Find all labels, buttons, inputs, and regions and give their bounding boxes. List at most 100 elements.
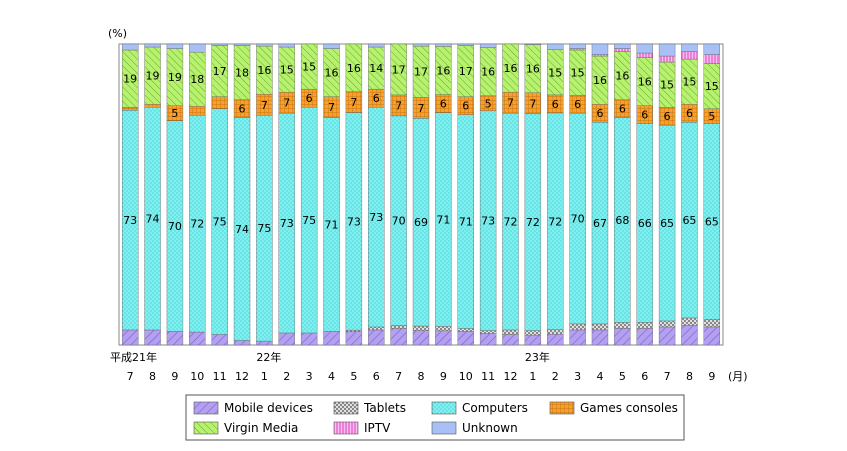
data-label-virgin-media-3: 18: [190, 73, 204, 86]
bar-virgin-media-12: [390, 43, 407, 96]
bar-mobile-devices-2: [166, 331, 184, 346]
x-tick-label-9: 4: [328, 370, 335, 383]
data-label-computers-7: 73: [280, 217, 294, 230]
bar-iptv-21: [591, 54, 609, 57]
x-tick-label-17: 12: [503, 370, 517, 383]
data-label-virgin-media-11: 14: [369, 62, 383, 75]
bar-tablets-11: [368, 326, 385, 331]
data-label-computers-8: 75: [302, 214, 316, 227]
legend-swatch-games-consoles: [549, 401, 575, 415]
x-tick-label-4: 11: [213, 370, 227, 383]
data-label-computers-20: 70: [571, 213, 585, 226]
data-label-virgin-media-23: 16: [638, 76, 652, 89]
data-label-games-consoles-21: 6: [596, 107, 603, 120]
data-label-computers-12: 70: [392, 215, 406, 228]
bar-unknown-15: [457, 43, 474, 46]
bar-mobile-devices-10: [345, 331, 363, 346]
bar-unknown-14: [435, 43, 452, 47]
bar-mobile-devices-3: [189, 331, 206, 346]
data-label-virgin-media-8: 15: [302, 61, 316, 74]
bar-virgin-media-10: [345, 43, 363, 92]
bar-tablets-19: [547, 329, 564, 335]
bar-mobile-devices-11: [368, 329, 385, 346]
data-label-computers-10: 73: [347, 215, 361, 228]
bar-tablets-12: [390, 325, 407, 329]
x-tick-label-19: 2: [552, 370, 559, 383]
data-label-virgin-media-17: 16: [503, 62, 517, 75]
legend-label-tablets: Tablets: [363, 401, 406, 415]
data-label-computers-0: 73: [123, 214, 137, 227]
data-label-computers-9: 71: [325, 219, 339, 232]
axis-layer: (%)7 8 9 10 11 12 1 2 3 4 5 6 7 8 9 10 11 12 1 2 3 4 5 6 7 8 9 (月)平…: [108, 27, 748, 383]
data-label-computers-13: 69: [414, 216, 428, 229]
bar-iptv-23: [636, 52, 653, 58]
bar-tablets-10: [345, 329, 363, 332]
data-label-computers-25: 65: [682, 214, 696, 227]
bar-unknown-19: [547, 43, 564, 50]
data-label-computers-21: 67: [593, 217, 607, 230]
data-label-games-consoles-14: 6: [440, 98, 447, 111]
year-label-2: 23年: [525, 350, 550, 364]
data-label-computers-24: 65: [660, 217, 674, 230]
bar-unknown-0: [121, 43, 139, 51]
bar-mobile-devices-23: [636, 328, 653, 346]
bar-unknown-6: [256, 43, 273, 47]
x-tick-label-0: 7: [127, 370, 134, 383]
bar-iptv-22: [614, 48, 631, 52]
x-tick-label-3: 10: [190, 370, 204, 383]
bar-tablets-18: [524, 330, 542, 336]
bar-mobile-devices-26: [703, 326, 721, 346]
bar-iptv-25: [681, 51, 698, 60]
bar-mobile-devices-18: [524, 334, 542, 346]
data-label-virgin-media-19: 15: [548, 66, 562, 79]
data-label-virgin-media-2: 19: [168, 71, 182, 84]
data-label-virgin-media-9: 16: [325, 67, 339, 80]
bar-mobile-devices-6: [256, 340, 273, 346]
bar-tablets-23: [636, 322, 653, 329]
x-tick-label-25: 8: [686, 370, 693, 383]
bar-unknown-2: [166, 43, 184, 49]
data-label-computers-14: 71: [436, 213, 450, 226]
data-label-virgin-media-22: 16: [615, 70, 629, 83]
bar-unknown-24: [658, 43, 676, 57]
legend-swatch-unknown: [431, 421, 457, 435]
data-label-computers-3: 72: [190, 218, 204, 231]
bar-unknown-25: [681, 43, 698, 52]
x-tick-label-2: 9: [171, 370, 178, 383]
data-label-virgin-media-1: 19: [146, 70, 160, 83]
bar-games-consoles-4: [211, 96, 228, 109]
legend-label-computers: Computers: [462, 401, 528, 415]
data-label-virgin-media-14: 16: [436, 64, 450, 77]
bar-unknown-3: [189, 43, 206, 53]
data-label-computers-17: 72: [503, 216, 517, 229]
bar-tablets-21: [591, 323, 609, 331]
bar-tablets-14: [435, 326, 452, 332]
bar-tablets-16: [479, 330, 497, 334]
data-label-games-consoles-24: 6: [664, 110, 671, 123]
data-label-virgin-media-12: 17: [392, 63, 406, 76]
bar-tablets-24: [658, 320, 676, 328]
plot-area: 7319741970519721875177461875716737157561…: [118, 43, 724, 346]
bar-iptv-26: [703, 54, 721, 64]
bar-mobile-devices-12: [390, 328, 407, 346]
data-label-games-consoles-9: 7: [328, 101, 335, 114]
bar-mobile-devices-0: [121, 329, 139, 346]
year-label-1: 22年: [256, 350, 281, 364]
data-label-computers-2: 70: [168, 220, 182, 233]
legend-label-mobile-devices: Mobile devices: [224, 401, 313, 415]
x-tick-label-22: 5: [619, 370, 626, 383]
bar-tablets-25: [681, 317, 698, 326]
data-label-games-consoles-15: 6: [462, 100, 469, 113]
data-label-computers-22: 68: [615, 214, 629, 227]
x-tick-label-21: 4: [596, 370, 603, 383]
bar-mobile-devices-17: [502, 334, 519, 346]
data-label-virgin-media-6: 16: [257, 64, 271, 77]
bar-mobile-devices-4: [211, 334, 228, 346]
data-label-virgin-media-20: 15: [571, 67, 585, 80]
x-tick-label-15: 10: [459, 370, 473, 383]
x-tick-label-16: 11: [481, 370, 495, 383]
bar-mobile-devices-5: [233, 340, 251, 346]
data-label-games-consoles-2: 5: [171, 107, 178, 120]
legend: Mobile devices Tablets Computers Games cons…: [185, 394, 685, 441]
